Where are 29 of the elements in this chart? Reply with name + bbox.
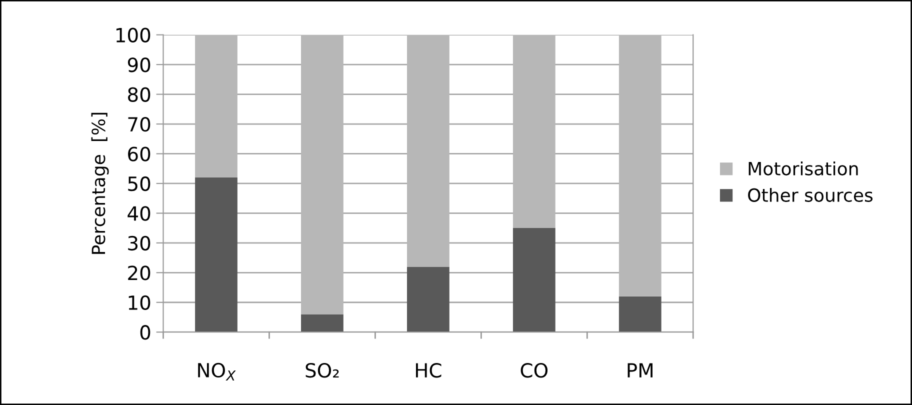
bar	[195, 178, 238, 332]
bar	[512, 34, 556, 228]
x-tick-label: SO₂	[306, 363, 339, 378]
bar	[618, 34, 662, 296]
y-tick-label: 20	[128, 266, 150, 280]
y-tick-label: 100	[116, 28, 150, 42]
y-tick-label: 70	[128, 116, 150, 132]
y-tick-label: 40	[128, 206, 150, 221]
y-tick-label: 10	[128, 295, 150, 310]
y-tick-label: 30	[128, 236, 150, 251]
legend-label: Motorisation	[748, 161, 858, 176]
y-tick-label: 90	[128, 58, 150, 72]
x-tick-label: HC	[416, 363, 442, 378]
bar	[406, 266, 450, 332]
legend-label: Other sources	[748, 188, 873, 202]
bar	[301, 314, 344, 332]
bar	[512, 228, 556, 332]
bar	[195, 34, 238, 178]
bar	[406, 34, 450, 267]
y-tick-label: 80	[128, 87, 150, 102]
x-tick-label: CO	[520, 363, 548, 378]
y-tick-label: 0	[140, 325, 150, 340]
x-tick-label: NO$_{X}$	[198, 362, 236, 380]
bar	[301, 34, 344, 314]
y-tick-label: 60	[128, 146, 150, 162]
y-axis-title: Percentage [%]	[91, 112, 109, 254]
y-tick-label: 50	[128, 176, 150, 192]
x-tick-label: PM	[628, 363, 652, 378]
bar	[618, 296, 662, 332]
